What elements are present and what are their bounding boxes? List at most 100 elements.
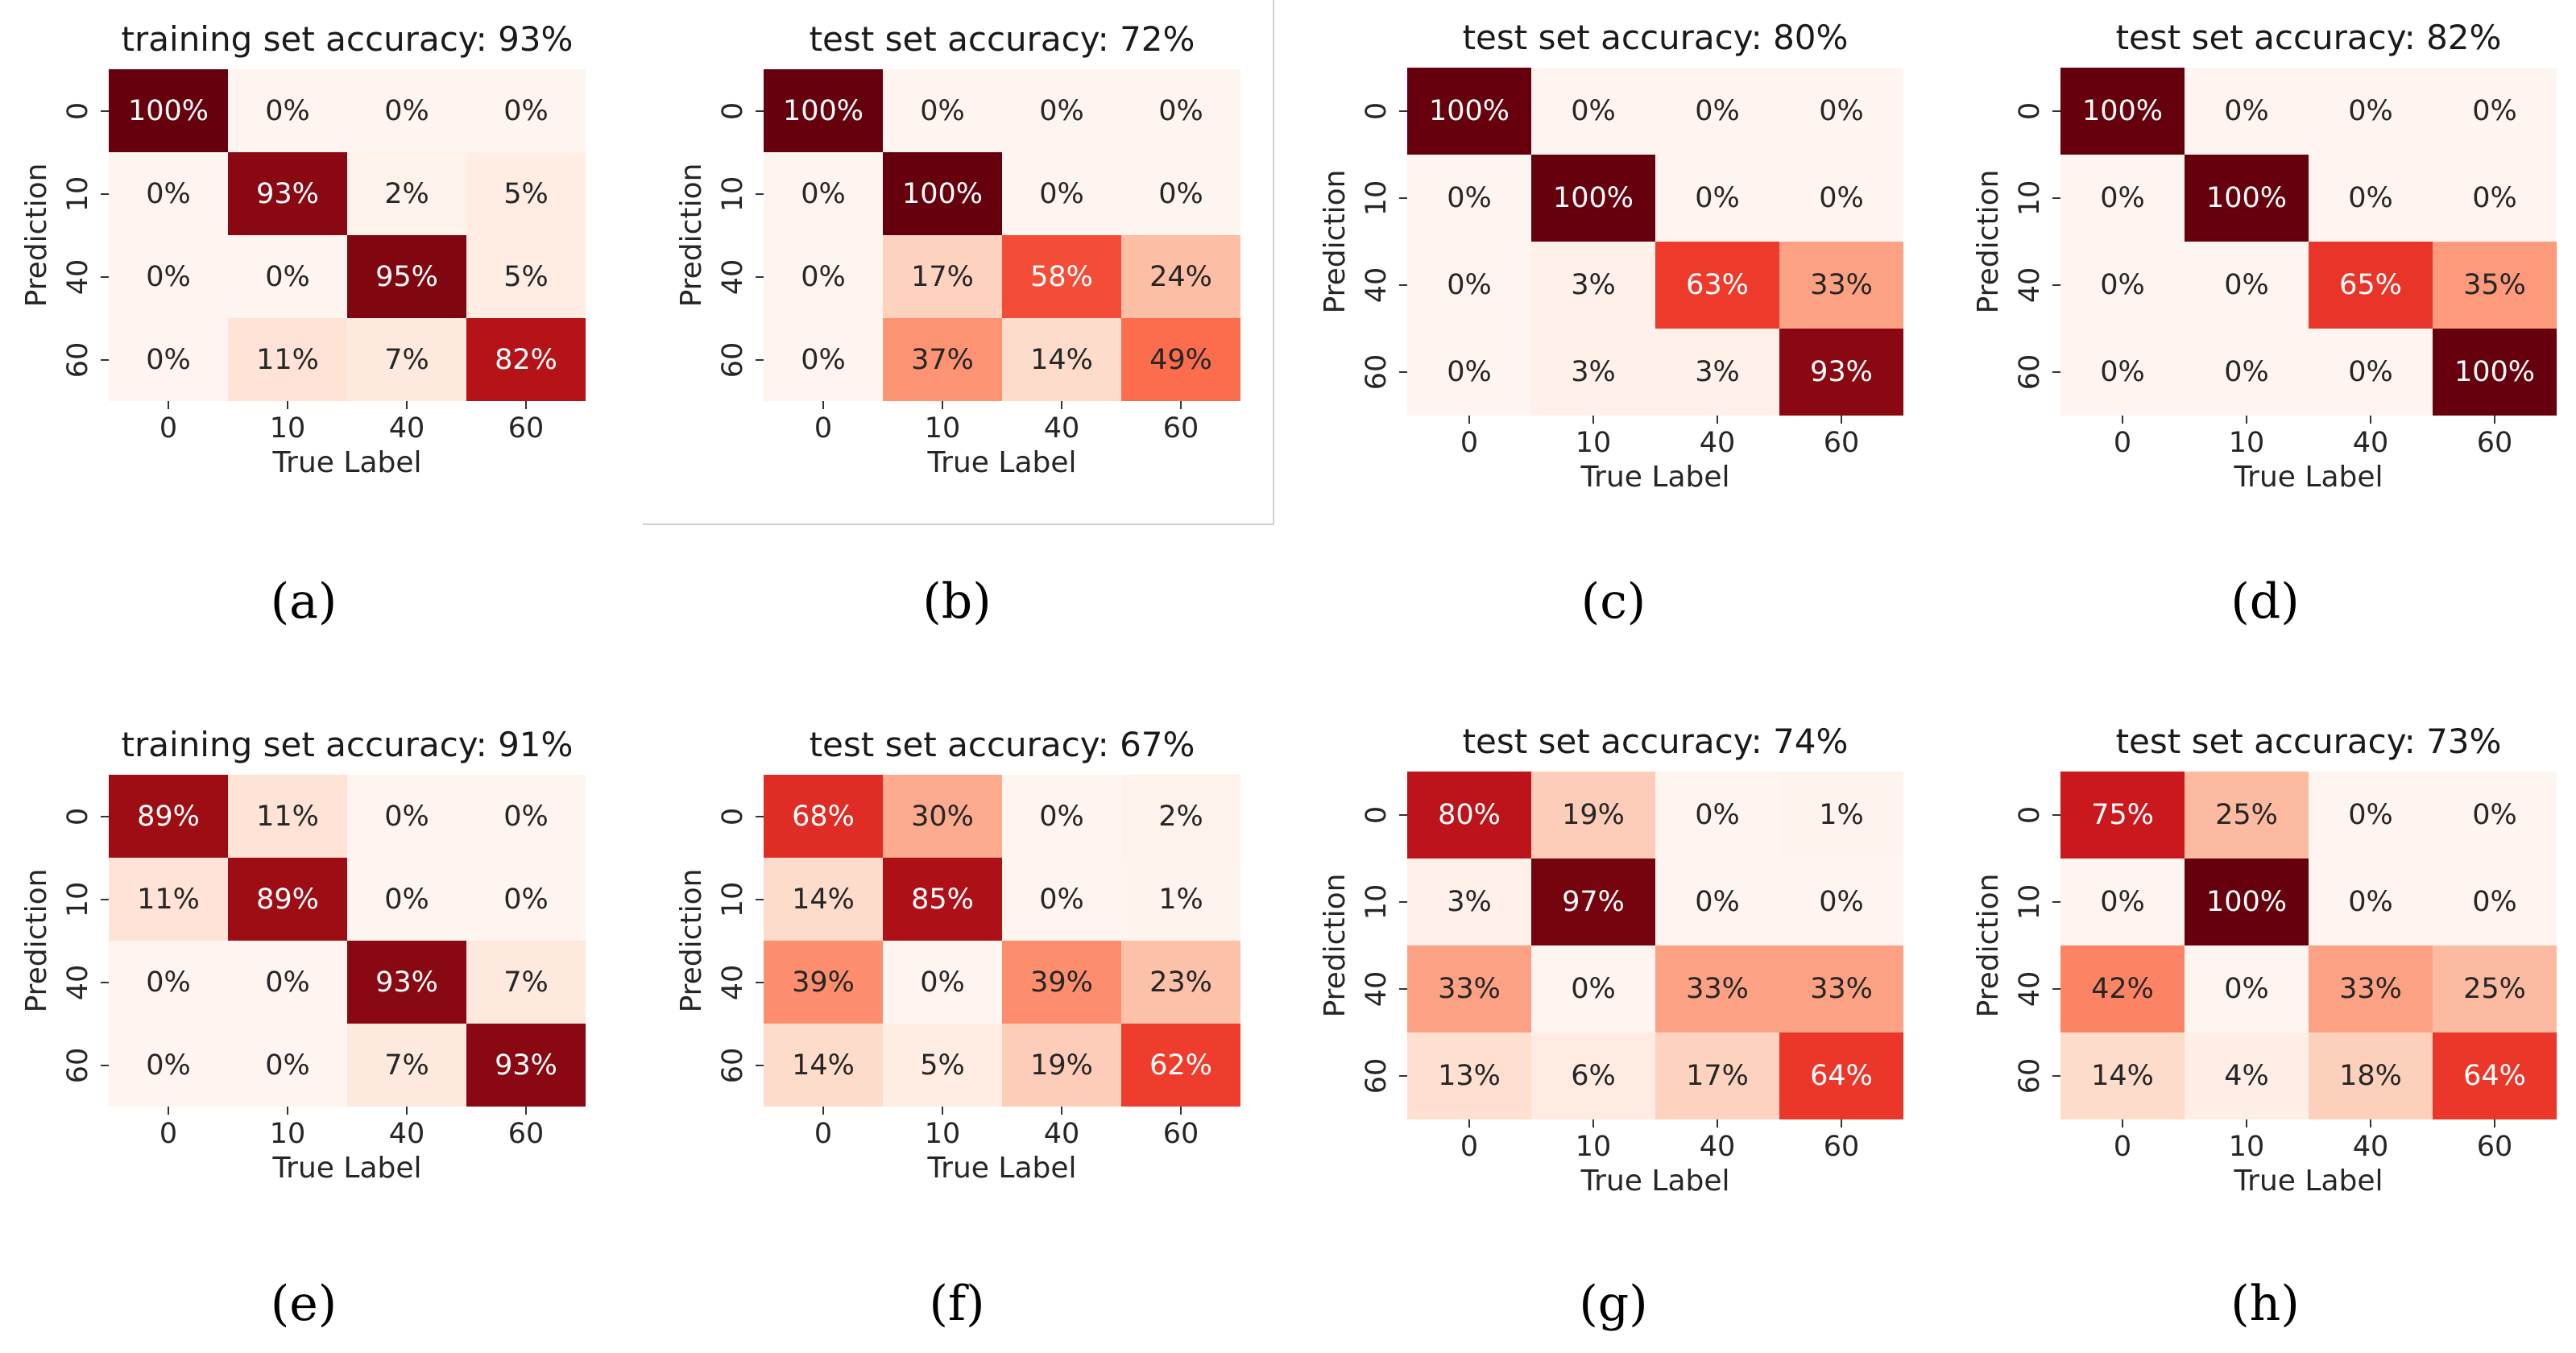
heatmap-cell: 0% <box>2309 155 2433 242</box>
heatmap-cell: 82% <box>466 318 586 401</box>
y-tick-mark <box>2052 988 2060 990</box>
y-tick-mark <box>1399 284 1407 286</box>
x-axis-label: True Label <box>2234 461 2383 494</box>
x-tick-mark <box>287 1107 288 1115</box>
heatmap-title: training set accuracy: 93% <box>121 19 574 59</box>
heatmap-cell: 33% <box>1655 945 1779 1032</box>
y-axis-label: Prediction <box>675 868 708 1013</box>
heatmap-cell: 93% <box>1779 329 1903 416</box>
heatmap-cell: 0% <box>2185 68 2309 155</box>
heatmap-cell: 0% <box>1407 329 1531 416</box>
x-tick-mark <box>2246 1119 2247 1128</box>
x-tick-mark <box>822 401 824 409</box>
x-tick-mark <box>287 401 288 409</box>
heatmap-cell: 0% <box>764 235 883 318</box>
x-tick-label: 60 <box>1823 1131 1860 1163</box>
heatmap-cell: 0% <box>2433 859 2557 945</box>
x-tick-label: 0 <box>1460 427 1479 459</box>
y-tick-label: 10 <box>2014 883 2046 921</box>
x-tick-label: 0 <box>159 412 178 445</box>
heatmap-cell: 100% <box>2060 68 2185 155</box>
heatmap-cell: 1% <box>1121 858 1240 941</box>
heatmap-cell: 0% <box>2309 329 2433 416</box>
heatmap-cell: 93% <box>466 1024 586 1107</box>
y-tick-label: 60 <box>62 1047 94 1083</box>
y-tick-mark <box>756 192 764 195</box>
heatmap-cell: 97% <box>1531 859 1655 945</box>
heatmap-cell: 18% <box>2309 1032 2433 1119</box>
heatmap-cell: 11% <box>228 775 347 858</box>
heatmap-title: test set accuracy: 82% <box>2115 18 2502 57</box>
heatmap-cell: 3% <box>1531 329 1655 416</box>
y-tick-mark <box>756 1064 764 1066</box>
x-tick-label: 60 <box>1162 1118 1199 1150</box>
panel-caption: (d) <box>2230 573 2300 630</box>
heatmap-cell: 14% <box>764 858 883 941</box>
heatmap-cell: 24% <box>1121 235 1240 318</box>
x-tick-mark <box>525 401 527 409</box>
heatmap-cell: 0% <box>2185 242 2309 329</box>
x-tick-label: 10 <box>924 1118 961 1150</box>
y-tick-label: 10 <box>717 881 749 917</box>
y-tick-label: 60 <box>717 1047 749 1083</box>
x-tick-mark <box>1180 401 1182 409</box>
y-tick-mark <box>2052 284 2060 286</box>
panel-caption: (g) <box>1579 1276 1648 1332</box>
heatmap-cell: 4% <box>2185 1032 2309 1119</box>
heatmap-cell: 0% <box>466 858 586 941</box>
x-axis-label: True Label <box>927 446 1077 479</box>
x-axis-label: True Label <box>1580 1165 1730 1198</box>
y-tick-label: 40 <box>2014 970 2046 1008</box>
y-tick-mark <box>101 110 109 112</box>
heatmap-cell: 100% <box>883 152 1002 235</box>
heatmap-cell: 11% <box>109 858 228 941</box>
x-tick-label: 10 <box>2228 1131 2265 1163</box>
x-tick-mark <box>1061 401 1062 409</box>
heatmap-cell: 0% <box>1655 155 1779 242</box>
x-tick-mark <box>2494 1119 2495 1128</box>
y-tick-label: 60 <box>62 341 94 378</box>
heatmap-cell: 0% <box>347 69 466 152</box>
heatmap-cell: 0% <box>2309 772 2433 859</box>
heatmap-cell: 100% <box>2185 155 2309 242</box>
heatmap-cell: 0% <box>1655 772 1779 859</box>
x-axis-label: True Label <box>272 446 422 479</box>
heatmap-cell: 35% <box>2433 242 2557 329</box>
y-tick-label: 0 <box>2014 101 2046 121</box>
heatmap-cell: 0% <box>1002 858 1121 941</box>
x-tick-mark <box>406 401 408 409</box>
heatmap-cell: 19% <box>1002 1024 1121 1107</box>
x-tick-mark <box>822 1107 824 1115</box>
heatmap-cell: 0% <box>764 318 883 401</box>
y-tick-label: 40 <box>62 964 94 1000</box>
y-tick-mark <box>1399 371 1407 373</box>
heatmap-cell: 0% <box>1002 775 1121 858</box>
heatmap-cell: 0% <box>109 235 228 318</box>
x-tick-label: 0 <box>814 1118 833 1150</box>
x-tick-mark <box>168 1107 169 1115</box>
x-axis-label: True Label <box>1580 461 1730 494</box>
y-tick-mark <box>1399 197 1407 199</box>
heatmap-cell: 0% <box>2060 859 2185 945</box>
x-tick-mark <box>1468 416 1470 424</box>
heatmap-cell: 64% <box>2433 1032 2557 1119</box>
heatmap-cell: 0% <box>2060 155 2185 242</box>
y-tick-mark <box>756 815 764 817</box>
heatmap-cell: 0% <box>2309 68 2433 155</box>
y-tick-mark <box>1399 901 1407 903</box>
heatmap-cell: 5% <box>883 1024 1002 1107</box>
x-tick-mark <box>2122 416 2123 424</box>
heatmap-cell: 11% <box>228 318 347 401</box>
heatmap-cell: 0% <box>228 941 347 1024</box>
heatmap-cell: 17% <box>1655 1032 1779 1119</box>
heatmap-cell: 0% <box>1779 155 1903 242</box>
x-axis-label: True Label <box>927 1152 1077 1185</box>
heatmap-cell: 0% <box>1531 68 1655 155</box>
y-tick-label: 0 <box>717 807 749 825</box>
x-tick-mark <box>406 1107 408 1115</box>
panel-caption: (h) <box>2230 1276 2300 1332</box>
heatmap-cell: 1% <box>1779 772 1903 859</box>
heatmap-cell: 7% <box>347 318 466 401</box>
y-axis-label: Prediction <box>1972 873 2005 1018</box>
x-tick-label: 10 <box>269 412 306 445</box>
